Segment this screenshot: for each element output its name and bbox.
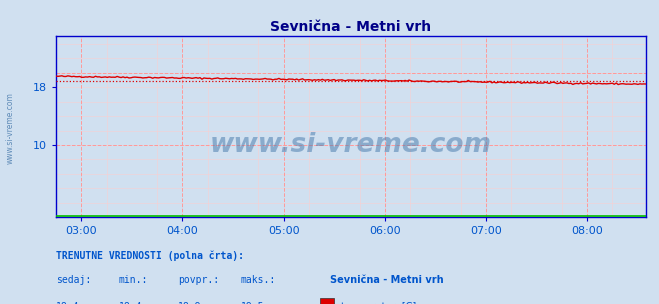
Title: Sevnična - Metni vrh: Sevnična - Metni vrh xyxy=(270,20,432,34)
Text: min.:: min.: xyxy=(119,275,148,285)
Text: 18,4: 18,4 xyxy=(56,302,80,304)
Text: 19,5: 19,5 xyxy=(241,302,264,304)
Text: 18,4: 18,4 xyxy=(119,302,142,304)
Text: temperatura[C]: temperatura[C] xyxy=(341,302,417,304)
Text: povpr.:: povpr.: xyxy=(178,275,219,285)
Text: www.si-vreme.com: www.si-vreme.com xyxy=(5,92,14,164)
Text: www.si-vreme.com: www.si-vreme.com xyxy=(210,132,492,158)
Text: 18,9: 18,9 xyxy=(178,302,202,304)
Text: sedaj:: sedaj: xyxy=(56,275,91,285)
Text: maks.:: maks.: xyxy=(241,275,275,285)
Text: TRENUTNE VREDNOSTI (polna črta):: TRENUTNE VREDNOSTI (polna črta): xyxy=(56,251,244,261)
Text: Sevnična - Metni vrh: Sevnična - Metni vrh xyxy=(330,275,443,285)
